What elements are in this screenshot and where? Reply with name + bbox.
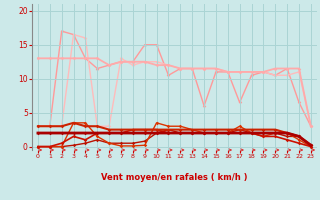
X-axis label: Vent moyen/en rafales ( km/h ): Vent moyen/en rafales ( km/h ) <box>101 173 248 182</box>
